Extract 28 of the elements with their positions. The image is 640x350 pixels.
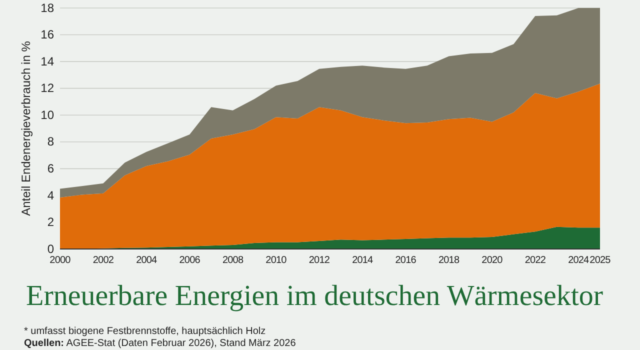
- source-note: Quellen: AGEE-Stat (Daten Februar 2026), Stand März 2026: [24, 338, 296, 349]
- x-tick-label: 2018: [438, 255, 460, 266]
- x-tick-label: 2008: [222, 255, 244, 266]
- y-tick-label: 12: [40, 81, 54, 96]
- x-tick-label: 2012: [308, 255, 330, 266]
- x-tick-label: 2016: [395, 255, 417, 266]
- x-tick-label: 2004: [136, 255, 158, 266]
- y-tick-label: 10: [40, 108, 54, 122]
- x-tick-label: 2002: [92, 255, 114, 266]
- y-tick-label: 4: [47, 188, 54, 202]
- y-tick-label: 16: [40, 28, 54, 42]
- y-tick-label: 8: [47, 134, 54, 149]
- x-tick-label: 2025: [590, 255, 612, 266]
- text: * umfasst biogene Festbrennstoffe, hauptsächlich Holz: [24, 326, 266, 337]
- x-tick-label: 2022: [524, 255, 546, 266]
- x-tick-label: 2024: [568, 255, 590, 266]
- x-tick-label: 2020: [482, 255, 504, 266]
- y-tick-label: 2: [47, 215, 54, 230]
- x-tick-label: 2006: [179, 255, 201, 266]
- y-tick-label: 18: [40, 0, 54, 15]
- text: Erneuerbare Energien im deutschen Wärmesektor: [26, 280, 604, 312]
- x-tick-label: 2014: [352, 255, 374, 266]
- y-tick-label: 0: [47, 242, 54, 256]
- y-tick-label: 14: [40, 54, 54, 68]
- x-tick-label: 2010: [266, 255, 288, 266]
- y-axis-title: Anteil Endenergieverbrauch in %: [19, 40, 33, 216]
- y-tick-label: 6: [47, 162, 54, 176]
- x-tick-label: 2000: [50, 255, 72, 266]
